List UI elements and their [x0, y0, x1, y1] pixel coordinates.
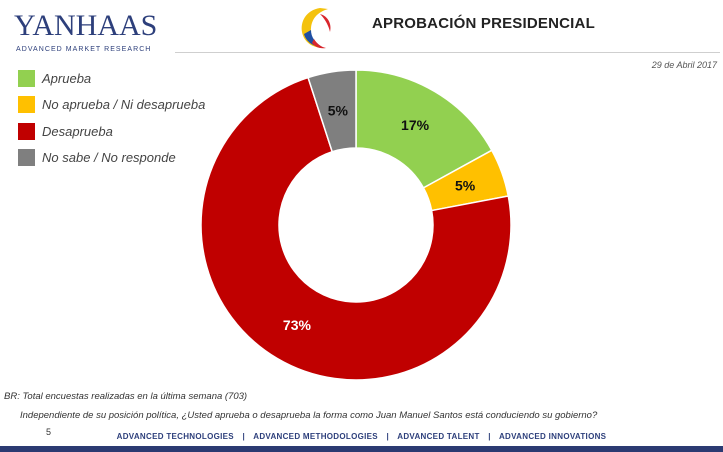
legend-label: Aprueba — [42, 70, 92, 86]
colombia-flag-emblem — [301, 8, 331, 49]
page-title: APROBACIÓN PRESIDENCIAL — [372, 15, 595, 32]
legend-item-desaprueba: Desaprueba — [18, 122, 205, 140]
footer-separator: | — [488, 432, 491, 441]
legend-label: No aprueba / Ni desaprueba — [42, 97, 206, 112]
footer-bar — [0, 446, 723, 452]
footer-separator: | — [242, 432, 246, 441]
legend-label: Desaprueba — [42, 123, 113, 139]
legend-item-no-aprueba-ni-desaprueba: No aprueba / Ni desaprueba — [18, 96, 205, 114]
legend-item-aprueba: Aprueba — [18, 69, 205, 87]
footer-item: ADVANCED TALENT — [397, 432, 480, 441]
legend-swatch — [18, 122, 35, 140]
logo-text: YANHAAS — [14, 9, 158, 42]
donut-slice-desaprueba — [200, 76, 512, 381]
donut-data-label: 5% — [328, 102, 349, 118]
footer-item: ADVANCED INNOVATIONS — [498, 432, 607, 441]
footer-item: ADVANCED TECHNOLOGIES — [116, 432, 234, 441]
legend-label: No sabe / No responde — [42, 150, 176, 165]
legend-swatch — [18, 69, 35, 87]
base-note: BR: Total encuestas realizadas en la últ… — [4, 391, 248, 402]
survey-date: 29 de Abril 2017 — [651, 60, 717, 70]
donut-slice-no-sabe-no-responde — [307, 69, 357, 153]
logo-tagline: ADVANCED MARKET RESEARCH — [16, 46, 152, 53]
donut-data-label: 73% — [283, 317, 312, 333]
footer-separator: | — [386, 432, 390, 441]
question-note: Independiente de su posición política, ¿… — [20, 410, 598, 421]
chart-legend: Aprueba No aprueba / Ni desaprueba Desap… — [18, 69, 205, 175]
footer-tagline: ADVANCED TECHNOLOGIES | ADVANCED METHODO… — [0, 432, 723, 441]
yanhaas-logo: YANHAAS ADVANCED MARKET RESEARCH — [14, 10, 157, 56]
donut-data-label: 17% — [401, 117, 430, 133]
legend-swatch — [18, 149, 35, 166]
donut-data-label: 5% — [455, 178, 476, 194]
footer-item: ADVANCED METHODOLOGIES — [253, 432, 378, 441]
legend-swatch — [18, 96, 35, 113]
header-divider — [175, 52, 720, 53]
page-number: 5 — [46, 427, 52, 437]
legend-item-no-sabe-no-responde: No sabe / No responde — [18, 149, 205, 167]
